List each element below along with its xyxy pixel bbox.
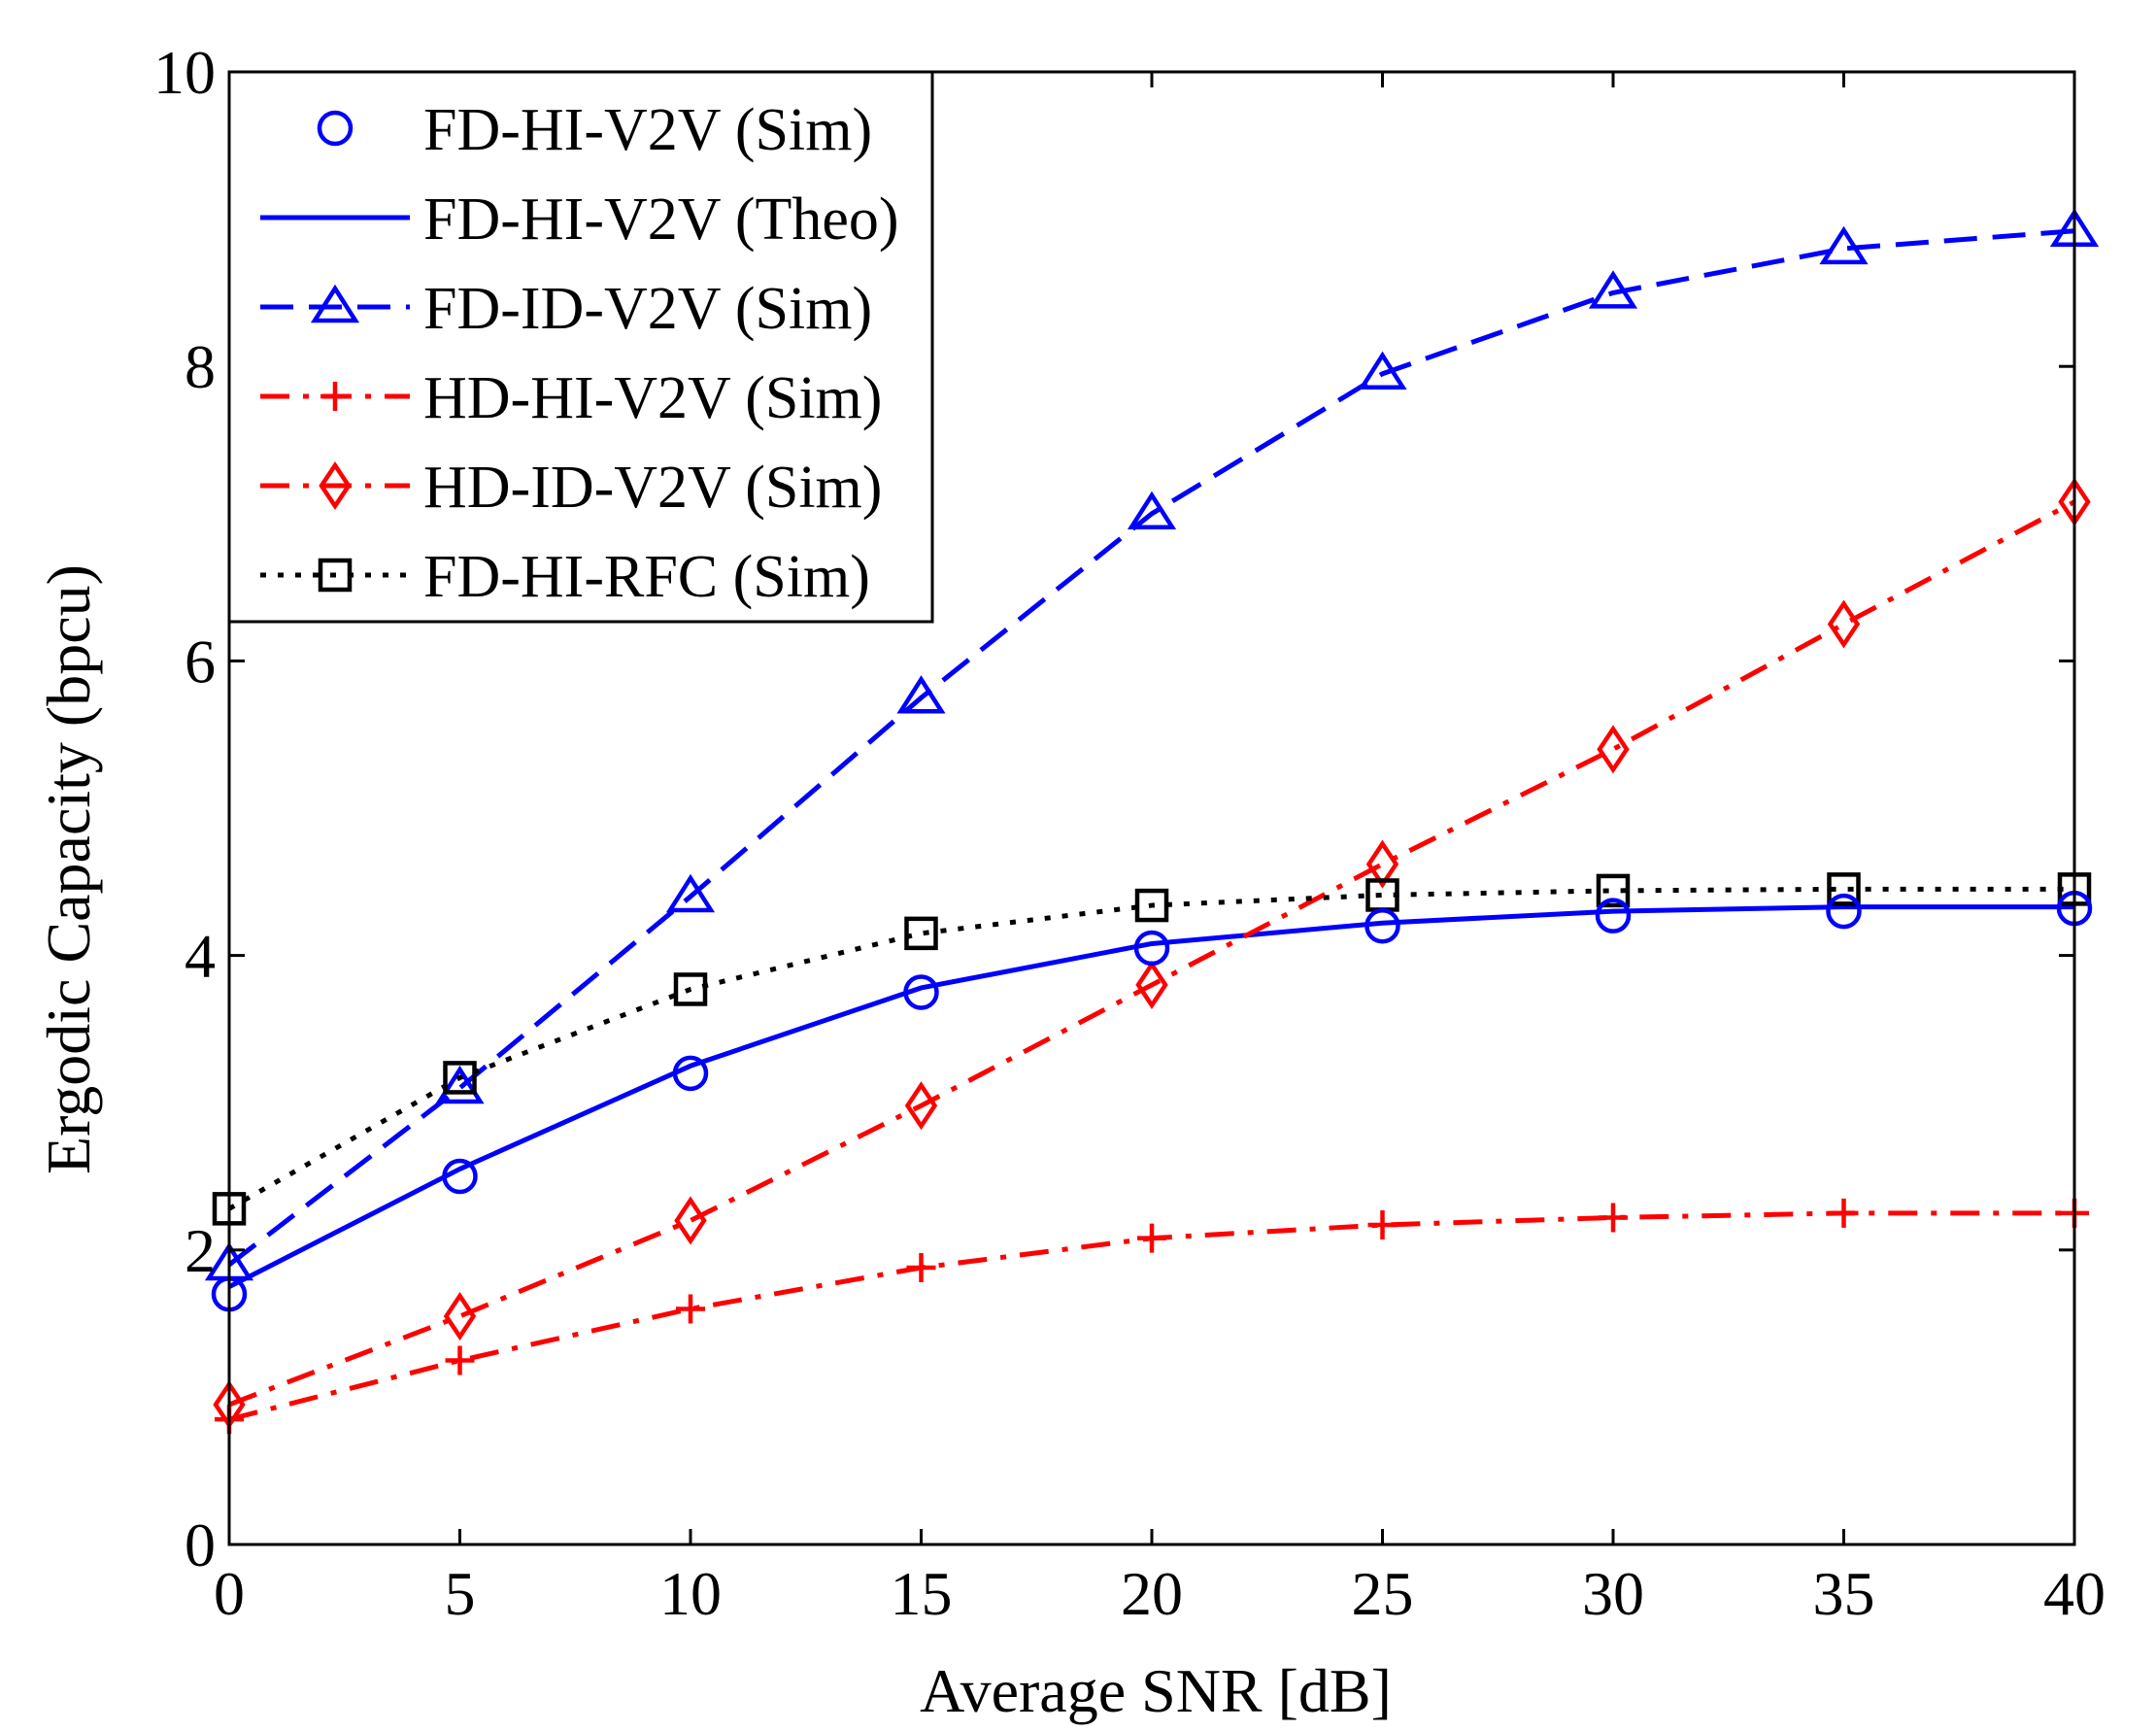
point-fd-id-v2v-sim-x10 [665,873,716,913]
point-hd-id-v2v-sim-x5 [443,1291,477,1341]
legend-entry-hd-id-v2v-sim: HD-ID-V2V (Sim) [260,455,882,521]
legend-entry-fd-id-v2v-sim: FD-ID-V2V (Sim) [260,276,872,342]
x-tick-label-25: 25 [1352,1559,1414,1628]
point-hd-hi-v2v-sim-x30 [1599,1203,1628,1233]
point-hd-hi-v2v-sim-x20 [1137,1223,1166,1253]
legend-label-fd-id-v2v-sim: FD-ID-V2V (Sim) [423,276,872,342]
legend-marker-hd-id-v2v-sim [319,460,352,511]
point-fd-hi-rfc-sim-x20 [1134,888,1169,923]
x-tick-label-15: 15 [891,1559,953,1628]
point-fd-hi-rfc-sim-x30 [1596,873,1631,908]
x-axis-label: Average SNR [dB] [920,1656,1392,1725]
series-layer [204,208,2100,1435]
y-axis-label: Ergodic Capacity (bpcu) [34,564,103,1174]
y-tick-label-2: 2 [185,1216,216,1285]
series-line-fd-hi-rfc-sim [227,886,2074,1211]
legend-entry-hd-hi-v2v-sim: HD-HI-V2V (Sim) [260,365,882,431]
x-tick-label-35: 35 [1813,1559,1875,1628]
point-hd-hi-v2v-sim-x25 [1367,1210,1398,1240]
legend-marker-fd-hi-rfc-sim [318,558,353,593]
legend-marker-fd-id-v2v-sim [310,284,360,323]
series-line-fd-id-v2v-sim [227,228,2075,1267]
y-tick-label-4: 4 [185,922,216,991]
point-fd-id-v2v-sim-x30 [1588,270,1638,309]
point-fd-hi-v2v-sim-x25 [1364,908,1400,944]
point-hd-id-v2v-sim-x15 [904,1081,938,1131]
point-fd-hi-v2v-sim-x35 [1826,893,1862,930]
point-hd-id-v2v-sim-x30 [1597,725,1630,774]
y-tick-label-6: 6 [185,627,216,696]
point-fd-hi-rfc-sim-x10 [673,972,708,1006]
legend-entry-fd-hi-v2v-theo: FD-HI-V2V (Theo) [260,187,899,253]
legend: FD-HI-V2V (Sim) FD-HI-V2V (Theo) FD-ID-V2V… [227,70,934,624]
series-hd-id-v2v-sim [213,477,2091,1430]
y-tick-label-0: 0 [185,1510,216,1579]
x-tick-label-20: 20 [1121,1559,1183,1628]
legend-label-hd-hi-v2v-sim: HD-HI-V2V (Sim) [423,365,882,431]
legend-label-fd-hi-rfc-sim: FD-HI-RFC (Sim) [423,544,870,610]
point-fd-id-v2v-sim-x15 [896,675,946,714]
x-tick-label-5: 5 [445,1559,476,1628]
point-hd-id-v2v-sim-x35 [1827,599,1861,649]
y-tick-label-8: 8 [185,332,216,401]
point-fd-hi-rfc-sim-x5 [443,1061,477,1095]
series-fd-hi-v2v-theo [227,904,2074,1289]
point-hd-hi-v2v-sim-x10 [676,1294,705,1324]
point-fd-id-v2v-sim-x25 [1358,351,1407,390]
point-hd-id-v2v-sim-x10 [674,1196,707,1245]
legend-label-hd-id-v2v-sim: HD-ID-V2V (Sim) [423,455,882,521]
point-hd-id-v2v-sim-x25 [1365,839,1399,889]
point-fd-id-v2v-sim-x35 [1819,225,1869,265]
legend-entry-fd-hi-v2v-sim: FD-HI-V2V (Sim) [317,97,872,163]
point-fd-id-v2v-sim-x5 [435,1065,485,1104]
point-fd-hi-v2v-sim-x5 [442,1158,478,1195]
point-fd-hi-v2v-sim-x10 [672,1055,709,1092]
legend-marker-hd-hi-v2v-sim [320,382,350,411]
point-fd-hi-v2v-sim-x30 [1595,898,1632,933]
legend-label-fd-hi-v2v-theo: FD-HI-V2V (Theo) [423,187,899,253]
x-tick-label-0: 0 [214,1559,245,1628]
legend-label-fd-hi-v2v-sim: FD-HI-V2V (Sim) [423,97,872,163]
x-tick-label-40: 40 [2043,1559,2105,1628]
x-tick-label-30: 30 [1582,1559,1644,1628]
point-fd-hi-v2v-sim-x15 [903,974,939,1010]
point-hd-hi-v2v-sim-x15 [906,1252,936,1282]
series-line-hd-id-v2v-sim [228,499,2076,1408]
series-hd-hi-v2v-sim [215,1198,2089,1435]
point-hd-hi-v2v-sim-x5 [445,1345,475,1375]
x-tick-label-10: 10 [659,1559,722,1628]
legend-marker-fd-hi-v2v-sim [317,110,354,147]
point-fd-hi-v2v-sim-x20 [1133,930,1170,967]
y-tick-label-10: 10 [153,38,216,107]
legend-box [227,70,934,624]
point-fd-hi-rfc-sim-x35 [1827,872,1861,906]
point-fd-id-v2v-sim-x20 [1127,491,1177,530]
series-line-fd-hi-v2v-theo [227,904,2074,1289]
legend-entry-fd-hi-rfc-sim: FD-HI-RFC (Sim) [260,544,870,610]
series-fd-hi-rfc-sim [212,872,2092,1226]
axes-layer: 0 5 10 15 20 25 30 35 40 0 2 4 6 8 10 [153,38,2105,1628]
point-hd-id-v2v-sim-x20 [1135,960,1168,1009]
point-fd-hi-rfc-sim-x15 [904,916,938,951]
point-hd-hi-v2v-sim-x35 [1829,1198,1859,1228]
